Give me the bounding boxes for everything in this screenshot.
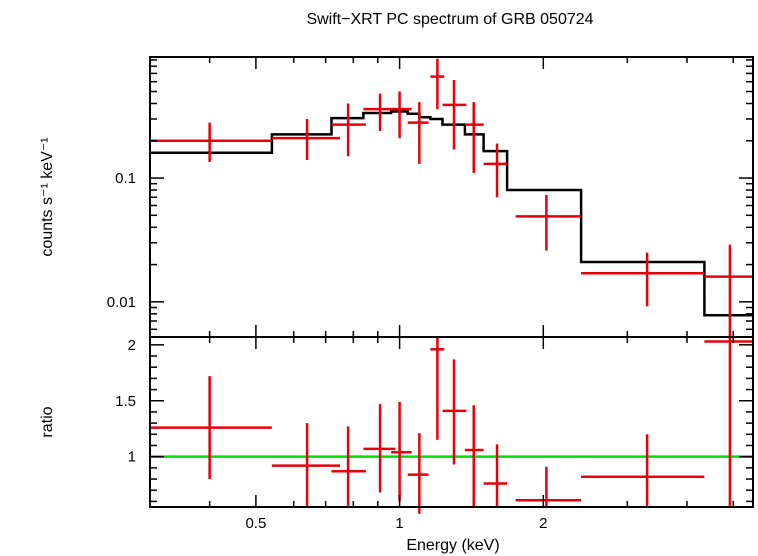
data-point-9 — [483, 143, 508, 198]
x-tick-label: 1 — [395, 515, 403, 532]
model-step-line — [150, 110, 753, 317]
data-point-7 — [442, 79, 467, 150]
data-point-8 — [464, 102, 484, 173]
ratio-point-8 — [464, 405, 484, 507]
ratio-point-5 — [407, 433, 429, 514]
bottom-panel: 0.5 1 2 1 1.5 2 ratio Energy (keV) — [39, 336, 754, 554]
y-tick-label: 0.01 — [107, 294, 136, 311]
chart-title: Swift−XRT PC spectrum of GRB 050724 — [306, 11, 593, 28]
ratio-point-7 — [442, 359, 467, 465]
data-point-6 — [430, 58, 445, 110]
data-point-1 — [271, 118, 340, 160]
data-points — [150, 58, 753, 337]
top-panel-frame — [149, 56, 754, 338]
x-axis-title: Energy (keV) — [406, 537, 499, 554]
bottom-panel-frame — [149, 336, 754, 508]
top-panel: 0.01 0.1 counts s⁻¹ keV⁻¹ — [39, 56, 754, 338]
ratio-point-9 — [483, 444, 508, 507]
data-point-11 — [581, 252, 705, 307]
x-tick-label: 0.5 — [245, 515, 266, 532]
ratio-point-6 — [430, 337, 445, 440]
data-point-4 — [391, 91, 412, 139]
ratio-point-2 — [331, 426, 366, 506]
ratio-y-tick-label: 1.5 — [115, 393, 136, 410]
data-point-5 — [407, 102, 429, 164]
ratio-point-0 — [150, 376, 272, 480]
ratio-point-11 — [581, 434, 705, 507]
data-point-0 — [150, 122, 272, 162]
bottom-y-axis-title: ratio — [39, 406, 56, 437]
x-tick-label: 2 — [539, 515, 547, 532]
model-step-path — [150, 110, 753, 317]
data-point-12 — [704, 244, 753, 337]
ratio-point-4 — [391, 401, 412, 502]
data-point-2 — [331, 103, 366, 157]
top-y-axis-title: counts s⁻¹ keV⁻¹ — [39, 137, 56, 256]
ratio-point-12 — [704, 337, 753, 507]
ratio-point-10 — [515, 466, 582, 507]
ratio-y-tick-label: 1 — [128, 449, 136, 466]
y-tick-label: 0.1 — [115, 170, 136, 187]
ratio-point-1 — [271, 423, 340, 507]
top-panel-ticks: 0.01 0.1 — [107, 57, 753, 337]
data-point-3 — [363, 93, 396, 131]
ratio-y-tick-label: 2 — [128, 337, 136, 354]
ratio-point-3 — [363, 404, 396, 493]
ratio-points — [150, 337, 753, 514]
data-point-10 — [515, 194, 582, 251]
